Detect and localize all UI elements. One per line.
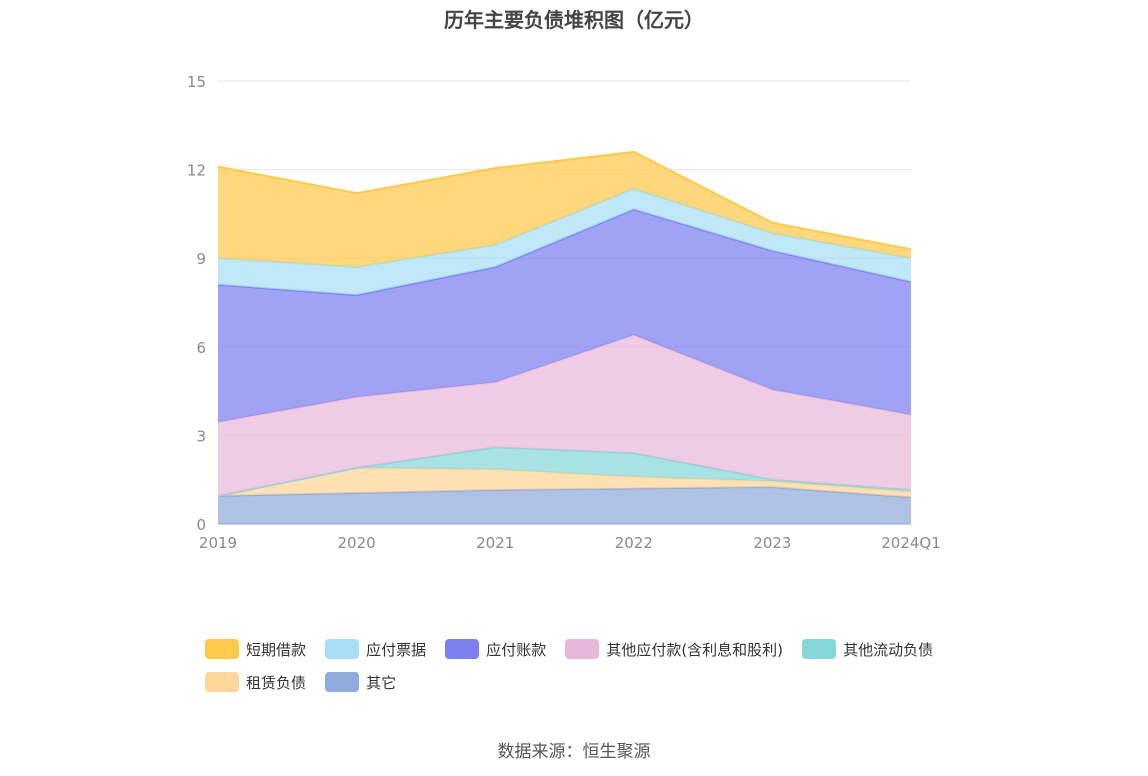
legend-swatch: [205, 639, 239, 659]
legend-swatch: [445, 639, 480, 659]
legend-label: 应付账款: [486, 640, 547, 659]
x-tick-label: 2024Q1: [881, 534, 941, 552]
legend-swatch: [325, 639, 360, 659]
x-tick-label: 2020: [338, 534, 376, 552]
legend: 短期借款 应付票据 应付账款 其他应付款(含利息和股利) 其他流动负债 租赁负债…: [205, 638, 965, 704]
legend-label: 其他应付款(含利息和股利): [606, 640, 784, 659]
legend-label: 应付票据: [366, 640, 427, 659]
series-line-4: [217, 333, 912, 424]
legend-label: 其它: [366, 673, 397, 692]
area-series-7: [218, 151, 911, 268]
legend-item-accounts-payable[interactable]: 应付账款: [445, 638, 546, 660]
axes: 0 3 6 9 12 15 2019 2020 2021 2022 2023 2024Q1: [187, 73, 941, 552]
area-series-3: [218, 447, 911, 496]
legend-swatch: [205, 672, 239, 692]
y-tick-label: 3: [196, 427, 206, 445]
x-tick-label: 2022: [615, 534, 653, 552]
area-series-6: [218, 188, 911, 296]
legend-item-other-current-liabilities[interactable]: 其他流动负债: [802, 638, 933, 660]
legend-item-short-term-loans[interactable]: 短期借款: [205, 638, 306, 660]
x-tick-label: 2021: [476, 534, 514, 552]
legend-label: 其他流动负债: [843, 640, 934, 659]
legend-swatch: [565, 639, 600, 659]
legend-item-notes-payable[interactable]: 应付票据: [325, 638, 426, 660]
chart-title: 历年主要负债堆积图（亿元）: [444, 8, 704, 32]
x-tick-label: 2023: [753, 534, 791, 552]
area-series-1: [218, 487, 911, 524]
series-line-3: [217, 446, 912, 497]
y-tick-label: 0: [196, 516, 206, 534]
y-tick-label: 9: [196, 250, 206, 268]
legend-label: 短期借款: [246, 640, 307, 659]
legend-swatch: [802, 639, 837, 659]
legend-item-other-payables[interactable]: 其他应付款(含利息和股利): [565, 638, 783, 660]
legend-item-other[interactable]: 其它: [325, 671, 396, 693]
area-series-2: [218, 467, 911, 498]
y-tick-label: 12: [187, 162, 206, 180]
y-tick-label: 6: [196, 339, 206, 357]
x-tick-label: 2019: [199, 534, 237, 552]
legend-label: 租赁负债: [246, 673, 307, 692]
series-line-7: [217, 150, 912, 251]
y-tick-label: 15: [187, 73, 206, 91]
legend-item-lease-liabilities[interactable]: 租赁负债: [205, 671, 306, 693]
data-source: 数据来源：恒生聚源: [497, 742, 651, 762]
area-series-4: [218, 334, 911, 496]
stacked-area-chart: 0 3 6 9 12 15 2019 2020 2021 2022 2023 2024Q1: [187, 73, 941, 552]
area-series-5: [218, 209, 911, 423]
area-series: [217, 150, 912, 524]
legend-swatch: [325, 672, 360, 692]
